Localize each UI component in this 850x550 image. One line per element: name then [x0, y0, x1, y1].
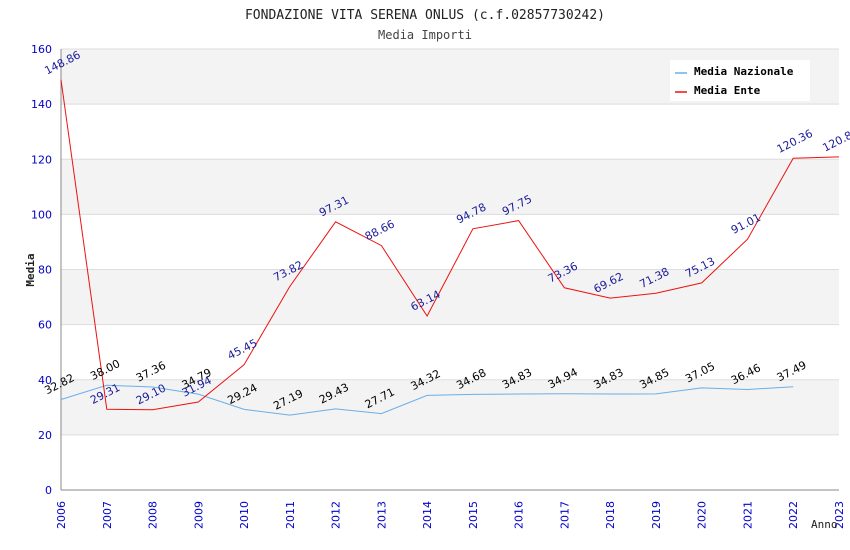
x-tick-label: 2015	[467, 501, 480, 529]
plot-band	[61, 434, 839, 490]
x-tick-label: 2020	[696, 501, 709, 529]
plot-band	[61, 324, 839, 380]
y-tick-label: 140	[31, 98, 52, 111]
y-tick-label: 160	[31, 43, 52, 56]
x-tick-label: 2007	[101, 501, 114, 529]
y-tick-label: 80	[38, 264, 52, 277]
x-tick-label: 2012	[330, 501, 343, 529]
x-tick-label: 2011	[284, 501, 297, 529]
plot-band	[61, 379, 839, 435]
y-tick-label: 60	[38, 319, 52, 332]
y-tick-labels: 0 20 40 60 80 100 120 140 160	[31, 43, 52, 497]
y-tick-label: 100	[31, 208, 52, 221]
series-line-media-nazionale	[60, 384, 794, 416]
x-tick-label: 2013	[375, 501, 388, 529]
x-tick-label: 2016	[513, 501, 526, 529]
x-tick-label: 2022	[787, 501, 800, 529]
y-tick-label: 20	[38, 429, 52, 442]
y-tick-label: 120	[31, 153, 52, 166]
plot-band	[61, 159, 839, 215]
x-tick-label: 2014	[421, 501, 434, 529]
x-axis-label: Anno	[811, 518, 838, 531]
x-tick-label: 2019	[650, 501, 663, 529]
y-tick-label: 40	[38, 374, 52, 387]
legend-box	[670, 60, 810, 101]
plot-band	[61, 104, 839, 160]
x-tick-label: 2006	[55, 501, 68, 529]
x-tick-label: 2018	[604, 501, 617, 529]
series-line-media-ente	[60, 79, 840, 411]
x-tick-labels: 2006 2007 2008 2009 2010 2011 2012 2013 2014 2015…	[55, 501, 846, 529]
x-tick-label: 2021	[741, 501, 754, 529]
plot-band	[61, 269, 839, 325]
x-tick-label: 2010	[238, 501, 251, 529]
y-tick-label: 0	[45, 484, 52, 497]
chart-title: FONDAZIONE VITA SERENA ONLUS (c.f.028577…	[245, 8, 605, 23]
gridlines	[61, 48, 839, 436]
series-lines	[60, 79, 840, 416]
plot-band	[61, 214, 839, 270]
axes	[60, 49, 839, 491]
x-tick-label: 2008	[147, 501, 160, 529]
legend-label-media-nazionale: Media Nazionale	[694, 65, 794, 78]
legend-label-media-ente: Media Ente	[694, 84, 761, 97]
chart-subtitle: Media Importi	[378, 28, 472, 42]
x-tick-label: 2009	[192, 501, 205, 529]
plot-background-bands	[61, 49, 839, 490]
x-tick-label: 2023	[833, 501, 846, 529]
y-axis-label: Media	[24, 253, 37, 286]
legend: Media Nazionale Media Ente	[670, 60, 810, 101]
x-tick-label: 2017	[558, 501, 571, 529]
